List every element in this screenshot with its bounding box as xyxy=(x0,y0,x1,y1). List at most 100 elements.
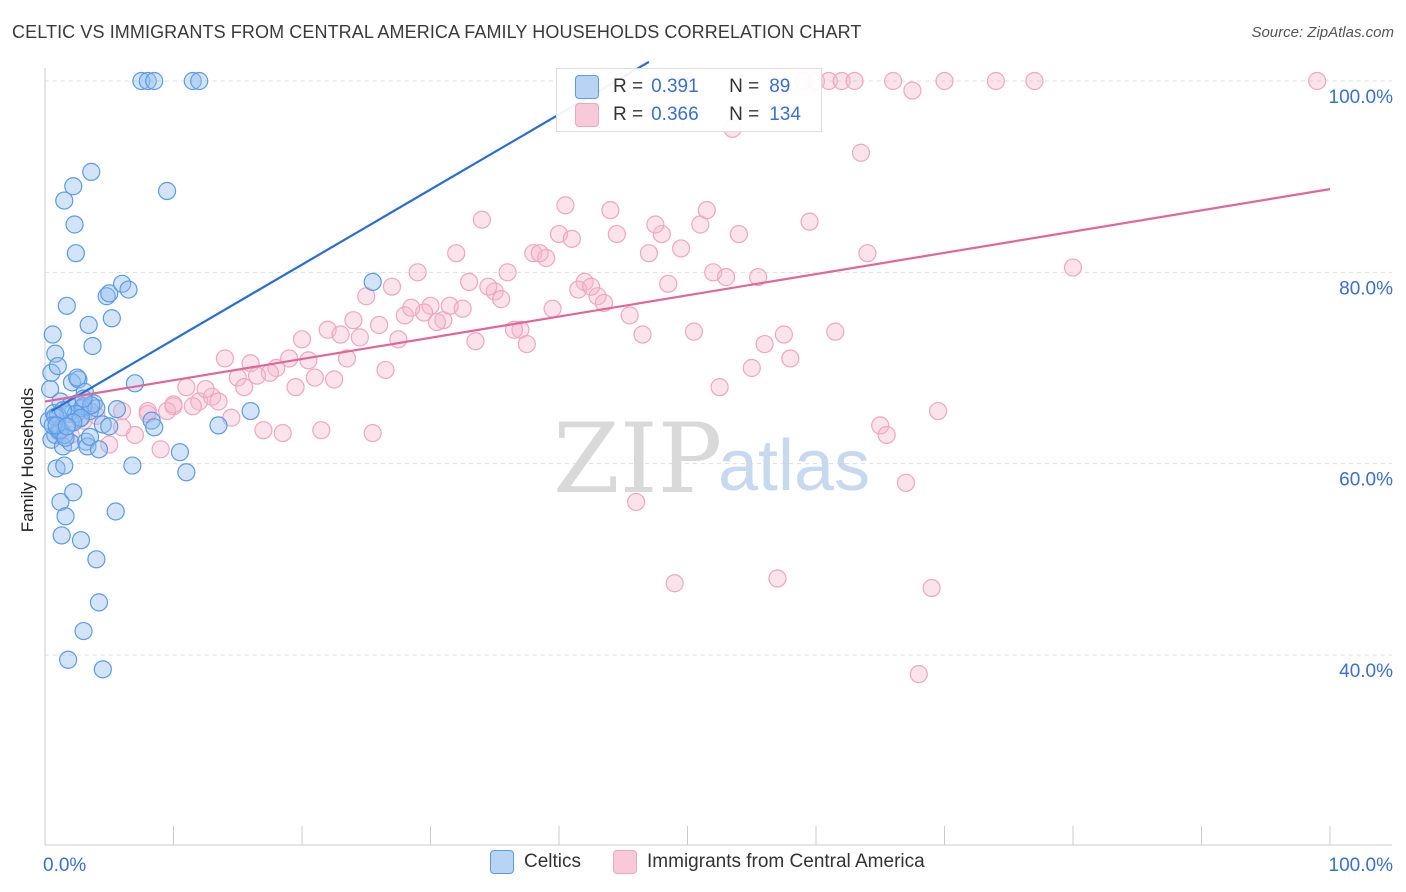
data-point xyxy=(909,665,928,684)
data-point xyxy=(607,224,626,244)
data-point xyxy=(102,309,121,328)
y-tick-label: 100.0% xyxy=(1329,87,1394,108)
data-point xyxy=(89,593,109,612)
data-point xyxy=(93,415,112,434)
data-point xyxy=(43,325,62,344)
data-point xyxy=(100,417,119,436)
data-point xyxy=(826,322,845,341)
data-point xyxy=(498,263,517,282)
stats-swatch-celtics xyxy=(575,75,599,99)
data-point xyxy=(87,550,106,569)
data-point xyxy=(871,416,890,435)
data-point xyxy=(66,244,85,263)
stats-r-label: R = xyxy=(613,76,644,97)
data-point xyxy=(241,401,260,421)
data-point xyxy=(286,378,305,397)
axes xyxy=(44,68,1392,846)
data-point xyxy=(145,418,164,437)
data-point xyxy=(56,428,75,447)
data-point xyxy=(209,416,228,435)
data-point xyxy=(107,400,127,419)
data-point xyxy=(80,427,100,446)
stats-box: R = 0.391 N = 89 R = 0.366 N = 134 xyxy=(556,68,822,132)
data-point xyxy=(447,244,466,263)
legend-swatch-immigrants xyxy=(613,850,638,874)
data-point xyxy=(97,287,116,306)
data-point xyxy=(749,268,768,287)
data-point xyxy=(280,349,299,368)
data-point xyxy=(138,71,157,91)
data-point xyxy=(459,272,479,291)
data-point xyxy=(292,330,312,349)
data-point xyxy=(312,421,331,440)
series-immigrants-points xyxy=(48,71,1327,684)
data-point xyxy=(877,425,896,445)
data-point xyxy=(729,224,749,244)
data-point xyxy=(851,143,871,162)
data-point xyxy=(119,280,138,299)
data-point xyxy=(84,394,103,413)
stats-r-value: 0.391 xyxy=(651,76,699,97)
data-point xyxy=(157,181,177,201)
data-point xyxy=(87,399,106,418)
x-tick-label: 0.0% xyxy=(43,855,86,876)
data-point xyxy=(363,272,382,291)
data-point xyxy=(170,443,190,462)
data-point xyxy=(716,268,736,287)
data-point xyxy=(123,456,142,475)
x-tick-label: 100.0% xyxy=(1329,855,1394,876)
data-point xyxy=(71,531,91,550)
data-point xyxy=(64,177,83,196)
data-point xyxy=(646,215,665,234)
data-point xyxy=(421,296,440,315)
data-point xyxy=(774,325,793,344)
data-point xyxy=(106,502,125,521)
data-point xyxy=(903,81,922,100)
data-point xyxy=(408,263,427,282)
data-point xyxy=(132,71,151,91)
data-point xyxy=(190,71,209,91)
legend-item-immigrants: Immigrants from Central America xyxy=(613,850,925,874)
trend-lines xyxy=(44,60,1331,412)
data-point xyxy=(479,277,498,296)
stats-swatch-immigrants xyxy=(575,103,599,127)
data-point xyxy=(337,349,357,368)
data-point xyxy=(922,578,941,598)
data-point xyxy=(986,71,1006,91)
source-label: Source: ZipAtlas.com xyxy=(1251,24,1394,41)
data-point xyxy=(755,334,774,354)
data-point xyxy=(1308,71,1327,91)
data-point xyxy=(1025,71,1044,91)
chart-title: CELTIC VS IMMIGRANTS FROM CENTRAL AMERIC… xyxy=(12,22,862,42)
watermark: ZIP atlas xyxy=(553,403,870,515)
legend-item-celtics: Celtics xyxy=(490,850,581,874)
stats-r-label: R = xyxy=(613,104,644,125)
data-point xyxy=(363,423,382,443)
stats-n-value: 89 xyxy=(769,76,791,97)
data-point xyxy=(594,293,614,313)
data-point xyxy=(832,71,851,91)
data-point xyxy=(57,296,76,315)
data-point xyxy=(209,392,228,411)
data-point xyxy=(74,621,93,641)
data-point xyxy=(100,284,119,303)
data-point xyxy=(305,368,324,387)
data-point xyxy=(697,201,716,220)
data-point xyxy=(164,395,183,414)
data-point xyxy=(659,274,678,293)
legend-label-celtics: Celtics xyxy=(524,851,582,872)
data-point xyxy=(710,378,729,397)
stats-row-immigrants: R = 0.366 N = 134 xyxy=(575,103,801,127)
data-point xyxy=(588,287,607,306)
data-point xyxy=(57,417,76,436)
data-point xyxy=(370,315,389,335)
data-point xyxy=(112,418,132,437)
data-point xyxy=(671,239,691,258)
stats-r-value: 0.366 xyxy=(651,104,699,125)
data-point xyxy=(64,483,83,502)
y-tick-label: 60.0% xyxy=(1339,470,1393,491)
data-point xyxy=(633,325,652,344)
data-point xyxy=(157,401,177,421)
watermark-atlas: atlas xyxy=(718,426,870,506)
